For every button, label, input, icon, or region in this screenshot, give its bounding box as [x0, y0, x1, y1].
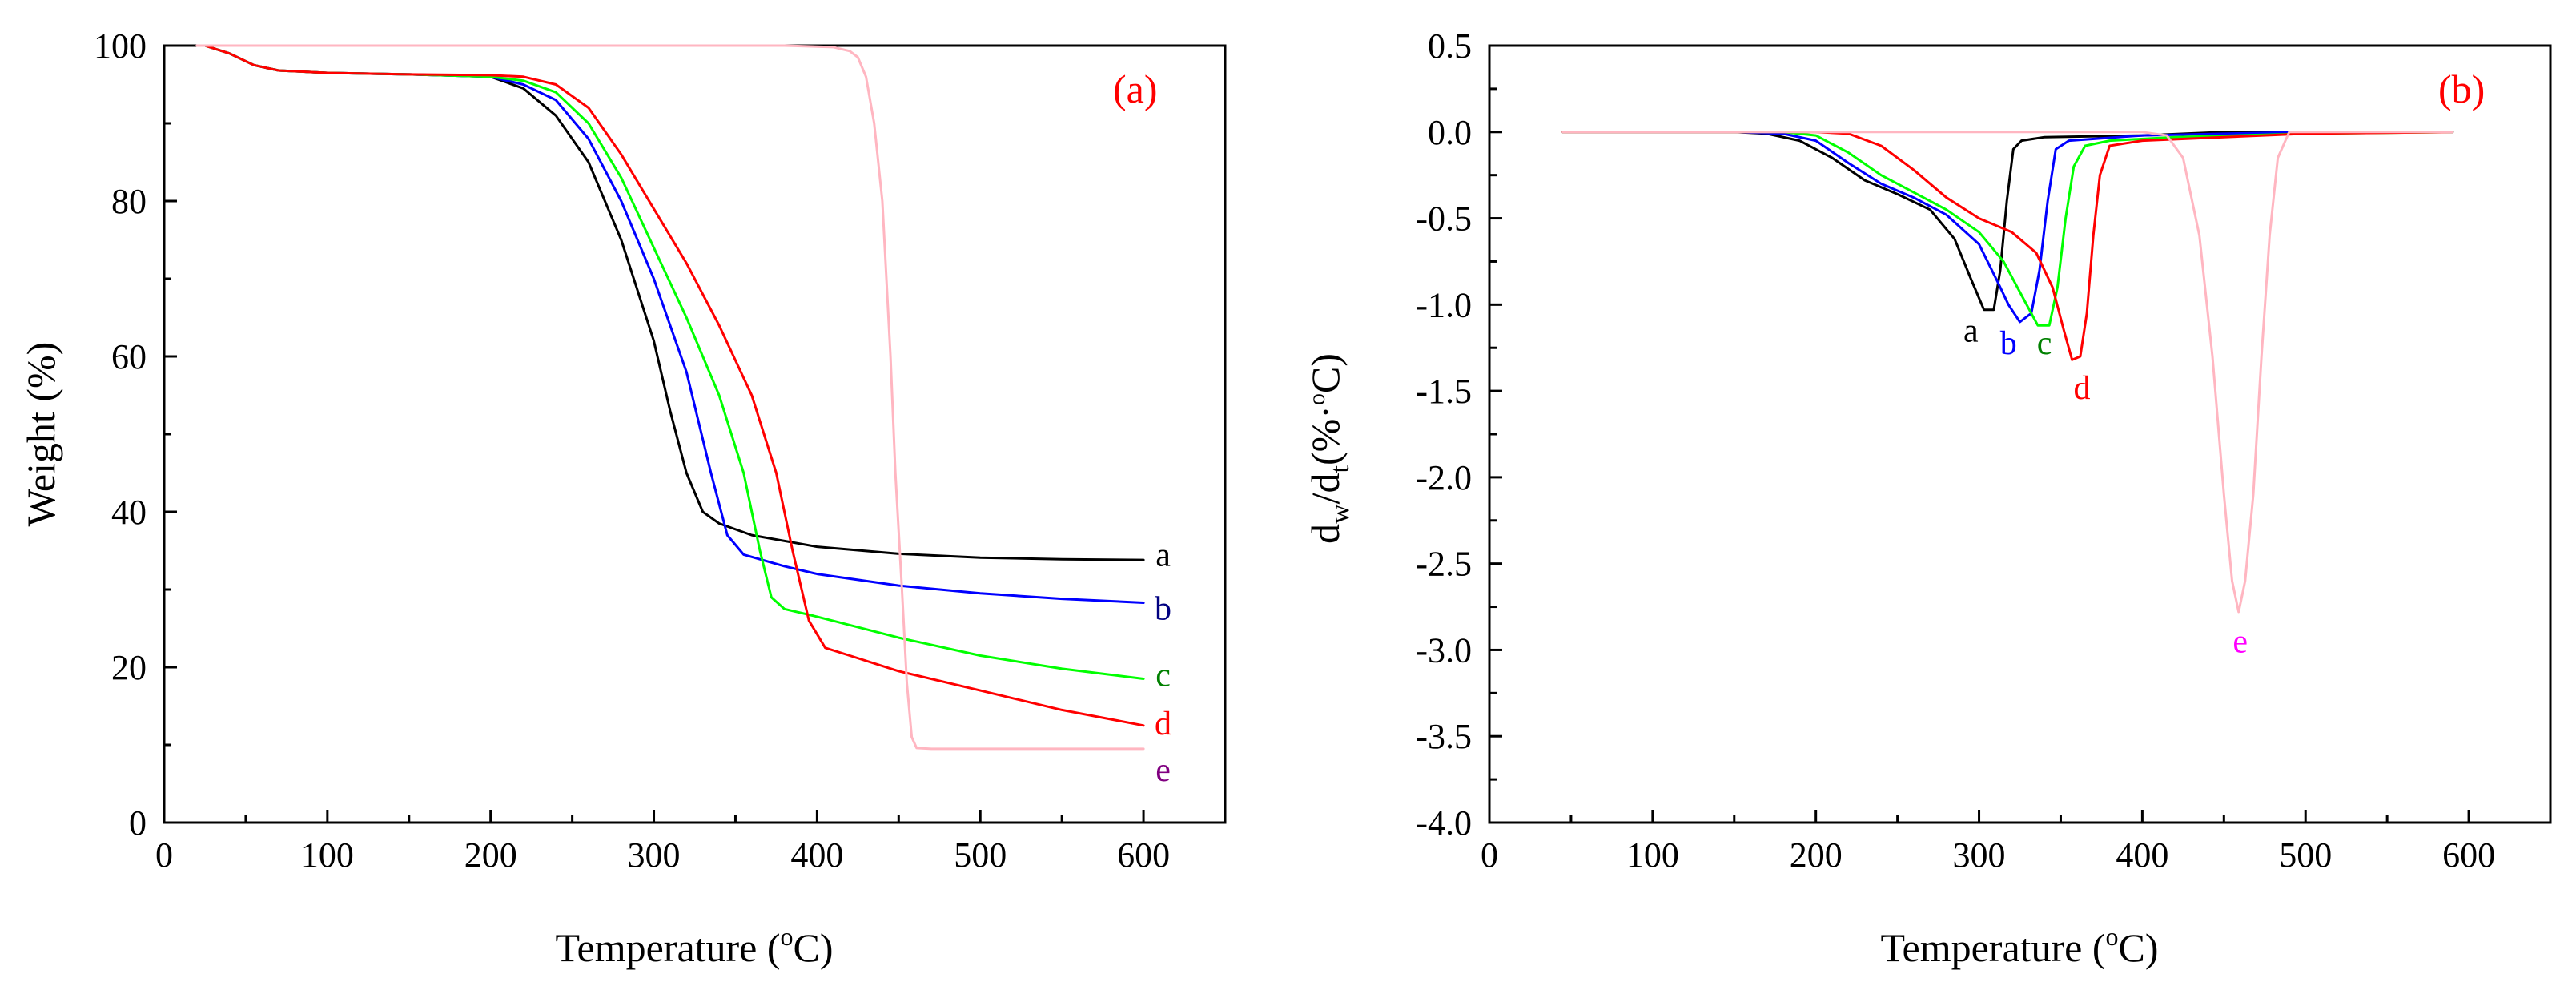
panel-b-y-title-d1: d: [1303, 524, 1348, 544]
x-tick-label: 0: [155, 835, 173, 875]
series-d-line: [203, 44, 1145, 727]
y-tick-label: 0.0: [1428, 113, 1472, 152]
panel-a-curves: [195, 44, 1145, 751]
y-tick-label: 0.5: [1428, 26, 1472, 66]
series-b-label: b: [2000, 325, 2017, 362]
series-a-line: [1561, 131, 2454, 312]
panel-a-y-axis-title: Weight (%): [18, 342, 63, 527]
panel-b-y-title-end: C): [1303, 353, 1348, 393]
series-d-label: d: [1155, 706, 1171, 742]
panel-b-x-title-post: C): [2119, 925, 2159, 970]
series-a-label: a: [1963, 313, 1979, 350]
series-e-line: [195, 44, 1145, 751]
panel-b-x-title-sup: o: [2106, 922, 2119, 951]
y-tick-label: -2.0: [1416, 458, 1472, 497]
y-tick-label: 80: [111, 182, 147, 221]
x-tick-label: 400: [790, 835, 843, 875]
panel-b-frame: [1488, 44, 2552, 824]
y-tick-label: -0.5: [1416, 199, 1472, 239]
panel-b-y-title-sup: o: [1304, 393, 1330, 405]
y-tick-label: -3.5: [1416, 717, 1472, 756]
panel-b-x-title-pre: Temperature (: [1880, 925, 2105, 970]
series-e-label: e: [1155, 752, 1171, 789]
panel-a-x-title-post: C): [794, 925, 834, 970]
x-tick-label: 500: [2279, 835, 2332, 875]
panel-b-curve-labels: a b cd e: [1963, 313, 2248, 661]
y-tick-label: -1.0: [1416, 285, 1472, 324]
panel-b-dtg: 0 100 200 300 400 500 600 0.5 0.0 -0.5 -1.0 -1.5 -2.…: [1303, 26, 2552, 970]
panel-b-y-axis-title: dw/dt(%·oC): [1303, 353, 1355, 544]
series-b-line: [203, 44, 1145, 604]
y-tick-label: 40: [111, 493, 147, 532]
panel-b-y-title-s2: t: [1325, 465, 1355, 473]
series-c-line: [203, 44, 1145, 680]
y-tick-label: 20: [111, 648, 147, 687]
panel-a-label: (a): [1113, 66, 1158, 111]
panel-a-x-axis-title: Temperature (oC): [555, 922, 833, 970]
x-tick-label: 300: [628, 835, 681, 875]
series-a-line: [203, 44, 1145, 561]
panel-b-label: (b): [2438, 66, 2485, 111]
panel-b-y-title-post: (%·: [1303, 405, 1348, 465]
series-c-line: [1561, 131, 2454, 327]
x-tick-label: 300: [1953, 835, 2006, 875]
y-tick-label: 100: [94, 26, 147, 66]
series-e-line: [1561, 131, 2454, 614]
series-c-label: c: [2037, 325, 2052, 362]
series-c-label: c: [1155, 658, 1171, 694]
x-tick-label: 100: [301, 835, 354, 875]
x-tick-label: 400: [2116, 835, 2168, 875]
panel-b-ticks: 0 100 200 300 400 500 600 0.5 0.0 -0.5 -1.0 -1.5 -2.…: [1416, 26, 2495, 875]
panel-b-y-title-s1: w: [1325, 504, 1355, 524]
panel-b-y-title-mid: /d: [1303, 473, 1348, 504]
y-tick-label: -3.0: [1416, 630, 1472, 670]
y-tick-label: -2.5: [1416, 545, 1472, 584]
panel-a-frame: [163, 44, 1227, 824]
x-tick-label: 200: [1790, 835, 1843, 875]
y-tick-label: -4.0: [1416, 803, 1472, 843]
panel-a-x-title-sup: o: [781, 922, 794, 951]
panel-b-x-axis-title: Temperature (oC): [1880, 922, 2158, 970]
panel-a-x-title-pre: Temperature (: [555, 925, 780, 970]
series-d-label: d: [2073, 370, 2090, 407]
y-tick-label: 0: [129, 803, 147, 843]
y-tick-label: 60: [111, 337, 147, 376]
x-tick-label: 200: [464, 835, 517, 875]
x-tick-label: 600: [1117, 835, 1170, 875]
series-b-line: [1561, 131, 2454, 324]
x-tick-label: 500: [954, 835, 1007, 875]
panel-b-curves: [1561, 131, 2454, 614]
series-e-label: e: [2232, 624, 2248, 661]
panel-a-ticks: 0 100 200 300 400 500 600 0 20 40 60 80 100: [94, 26, 1170, 875]
x-tick-label: 0: [1481, 835, 1498, 875]
series-b-label: b: [1155, 590, 1171, 627]
y-tick-label: -1.5: [1416, 372, 1472, 411]
series-d-line: [1561, 131, 2454, 361]
x-tick-label: 100: [1626, 835, 1679, 875]
x-tick-label: 600: [2442, 835, 2495, 875]
series-a-label: a: [1155, 537, 1171, 573]
